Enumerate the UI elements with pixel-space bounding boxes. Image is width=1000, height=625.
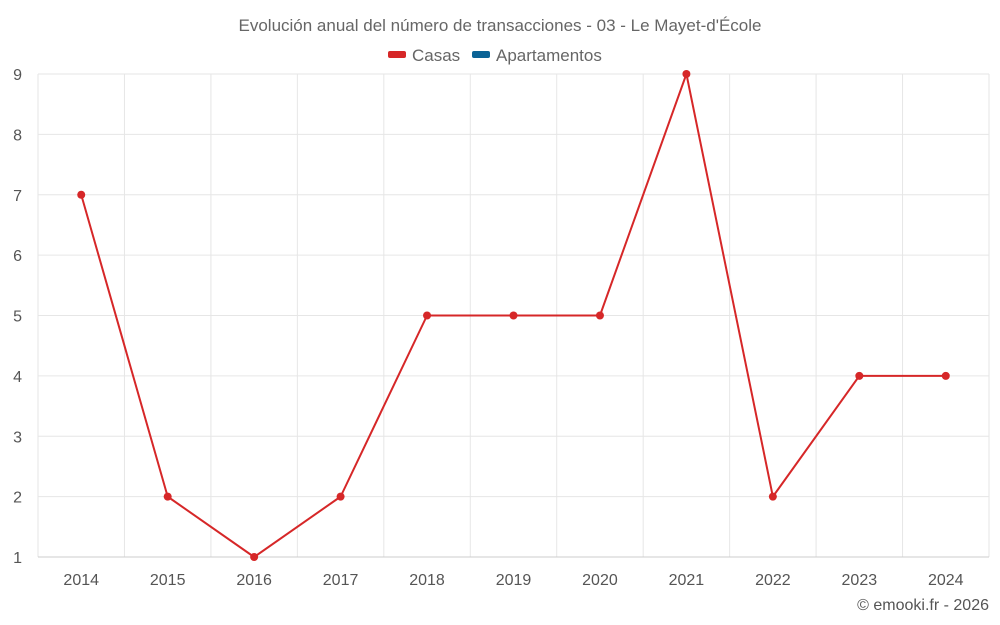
- x-tick-label: 2021: [669, 572, 705, 589]
- data-point[interactable]: [163, 492, 172, 501]
- x-tick-label: 2018: [409, 572, 445, 589]
- credit-text: © emooki.fr - 2026: [857, 597, 989, 614]
- legend-swatch-apartamentos[interactable]: [472, 51, 490, 58]
- y-tick-label: 9: [13, 67, 22, 84]
- series-casas: [77, 70, 950, 561]
- y-tick-label: 6: [13, 248, 22, 265]
- y-tick-label: 4: [13, 369, 22, 386]
- legend-label-casas[interactable]: Casas: [412, 46, 460, 65]
- x-axis: 2014 2015 2016 2017 2018 2019 2020 2021 2022 2023…: [38, 556, 989, 589]
- chart-title: Evolución anual del número de transaccio…: [239, 16, 762, 35]
- legend-swatch-casas[interactable]: [388, 51, 406, 58]
- y-tick-label: 7: [13, 188, 22, 205]
- data-point[interactable]: [509, 311, 518, 320]
- x-tick-label: 2019: [496, 572, 532, 589]
- x-tick-label: 2014: [63, 572, 99, 589]
- y-tick-label: 3: [13, 429, 22, 446]
- data-point[interactable]: [768, 492, 777, 501]
- data-point[interactable]: [855, 371, 864, 380]
- data-point[interactable]: [336, 492, 345, 501]
- x-tick-label: 2015: [150, 572, 186, 589]
- data-point[interactable]: [423, 311, 432, 320]
- x-tick-label: 2022: [755, 572, 791, 589]
- y-tick-label: 5: [13, 309, 22, 326]
- y-axis: 1 2 3 4 5 6 7 8 9: [13, 67, 22, 567]
- x-tick-label: 2020: [582, 572, 618, 589]
- data-point[interactable]: [250, 553, 259, 561]
- data-point[interactable]: [682, 70, 691, 78]
- y-tick-label: 1: [13, 550, 22, 567]
- x-tick-label: 2024: [928, 572, 964, 589]
- x-tick-label: 2017: [323, 572, 359, 589]
- y-tick-label: 8: [13, 127, 22, 144]
- legend: Casas Apartamentos: [388, 46, 602, 65]
- x-tick-label: 2016: [236, 572, 272, 589]
- data-point[interactable]: [941, 371, 950, 380]
- data-point[interactable]: [77, 190, 86, 199]
- x-tick-label: 2023: [842, 572, 878, 589]
- data-point[interactable]: [595, 311, 604, 320]
- y-tick-label: 2: [13, 490, 22, 507]
- legend-label-apartamentos[interactable]: Apartamentos: [496, 46, 602, 65]
